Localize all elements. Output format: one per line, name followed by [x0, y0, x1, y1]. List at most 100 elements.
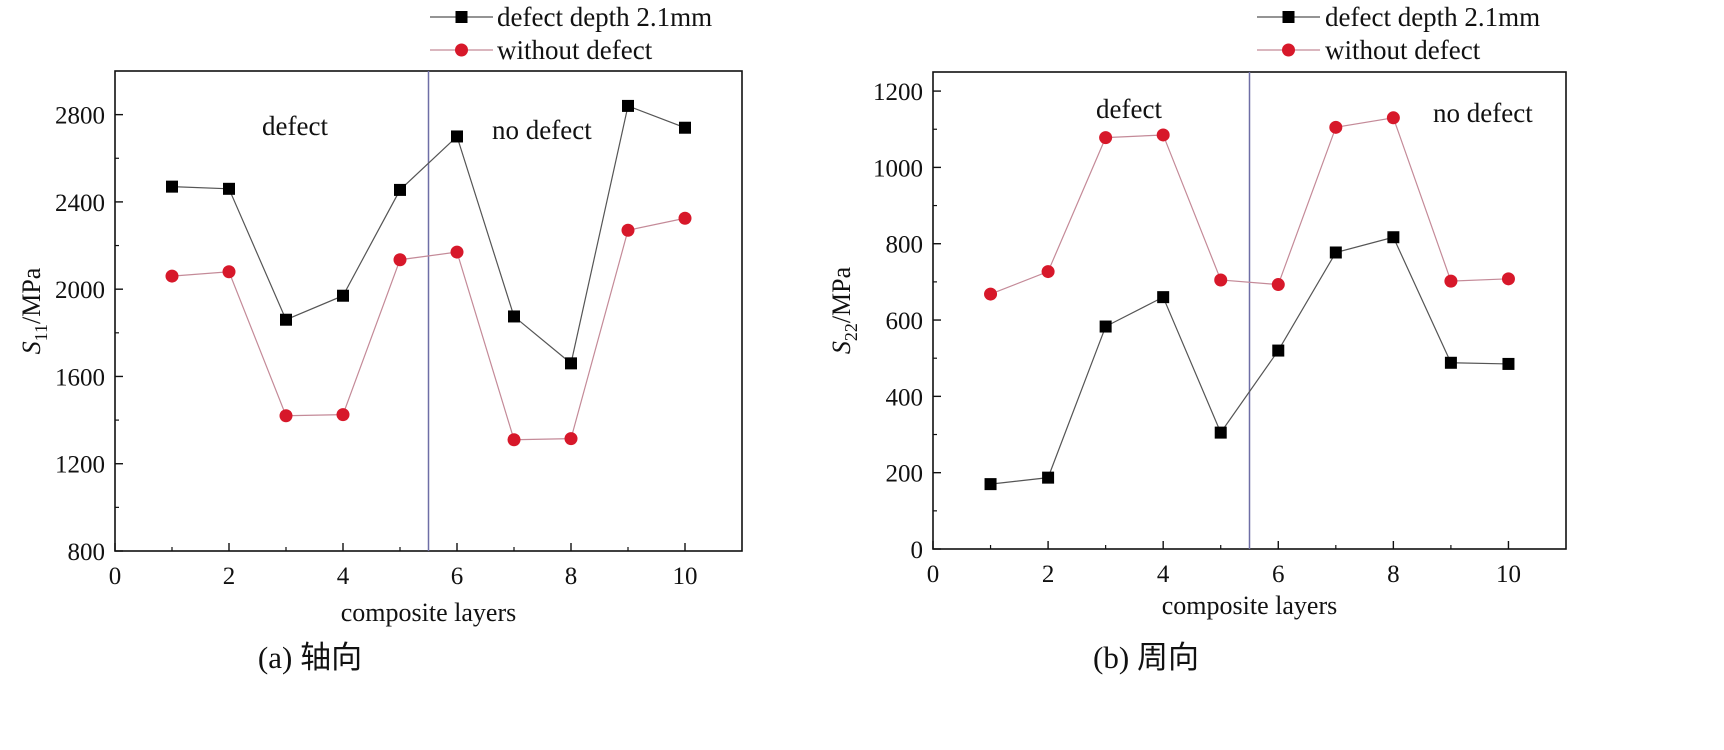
data-point-circle	[1041, 265, 1055, 279]
legend-marker-square	[1282, 11, 1295, 23]
panel-caption: (b) 周向	[1093, 640, 1199, 675]
legend-marker-circle	[1282, 43, 1295, 57]
y-axis-label-symbol: S	[827, 341, 856, 354]
y-tick-label: 1200	[873, 79, 923, 106]
series-without-defect	[984, 111, 1515, 301]
data-point-circle	[165, 269, 179, 283]
data-point-square	[1387, 231, 1400, 244]
chart-panel-b: 0 200 400 600 800 1000 1200 0 2 4 6 8 10 defect no def…	[827, 2, 1567, 675]
data-point-square	[451, 130, 463, 143]
legend-entry: defect depth 2.1mm	[1257, 2, 1540, 32]
y-tick-label: 2000	[55, 277, 105, 304]
legend-entry: defect depth 2.1mm	[430, 2, 712, 32]
y-tick-label: 2400	[55, 190, 105, 217]
legend-marker-circle	[455, 43, 468, 57]
data-point-square	[1214, 426, 1227, 439]
data-point-square	[1099, 320, 1112, 333]
data-point-square	[223, 182, 235, 195]
y-axis-label-subscript: 11	[31, 324, 51, 341]
x-tick-label: 2	[223, 563, 236, 590]
y-axis-label-subscript: 22	[841, 323, 861, 341]
y-tick-label: 800	[68, 539, 106, 566]
data-point-circle	[678, 211, 692, 225]
chart-panel-a: 800 1200 1600 2000 2400 2800 0 2 4 6 8 10 defect no d…	[17, 2, 743, 675]
x-tick-label: 8	[1387, 561, 1400, 588]
data-point-circle	[1501, 272, 1515, 286]
data-point-circle	[1329, 120, 1343, 134]
legend-label: defect depth 2.1mm	[497, 2, 712, 32]
y-axis-label-unit: /MPa	[17, 267, 46, 324]
data-point-circle	[1386, 111, 1400, 125]
y-axis-label: S11/MPa	[17, 267, 51, 354]
series-defect-depth	[984, 231, 1515, 491]
series-line	[171, 217, 686, 441]
x-axis-label: composite layers	[341, 598, 516, 627]
data-point-square	[1042, 471, 1055, 484]
x-tick-label: 6	[451, 563, 464, 590]
y-axis-label-unit: /MPa	[827, 266, 856, 323]
data-point-square	[679, 121, 691, 134]
data-point-circle	[279, 409, 293, 423]
series-line	[990, 236, 1509, 485]
region-label-defect: defect	[262, 111, 328, 141]
legend-label: defect depth 2.1mm	[1325, 2, 1540, 32]
data-point-circle	[621, 223, 635, 237]
x-tick-label: 4	[337, 563, 350, 590]
data-point-square	[622, 99, 634, 112]
x-axis-label: composite layers	[1162, 591, 1337, 620]
data-point-circle	[222, 265, 236, 279]
y-tick-label: 200	[886, 461, 924, 488]
x-tick-label: 10	[673, 563, 698, 590]
y-tick-label: 2800	[55, 103, 105, 130]
data-point-square	[508, 310, 520, 323]
panel-caption: (a) 轴向	[258, 640, 362, 675]
y-axis-label-symbol: S	[17, 341, 46, 354]
x-tick-label: 8	[565, 563, 578, 590]
data-point-square	[1272, 344, 1285, 357]
region-label-no-defect: no defect	[492, 115, 592, 145]
series-line	[171, 105, 686, 365]
region-label-no-defect: no defect	[1433, 98, 1533, 128]
data-point-circle	[1099, 131, 1113, 145]
data-point-circle	[984, 287, 998, 301]
region-label-defect: defect	[1096, 94, 1162, 124]
data-point-square	[166, 180, 178, 193]
y-axis-label: S22/MPa	[827, 266, 861, 354]
x-tick-label: 0	[109, 563, 122, 590]
legend-entry: without defect	[1257, 35, 1481, 65]
data-point-circle	[564, 432, 578, 446]
y-tick-label: 1200	[55, 452, 105, 479]
data-point-circle	[450, 245, 464, 259]
data-point-circle	[393, 253, 407, 267]
data-point-square	[1329, 246, 1342, 259]
series-line	[990, 117, 1509, 295]
x-tick-label: 0	[927, 561, 940, 588]
y-tick-label: 600	[886, 308, 924, 335]
data-point-square	[1444, 356, 1457, 369]
data-point-circle	[507, 433, 521, 447]
data-point-square	[280, 313, 292, 326]
data-point-square	[1502, 357, 1515, 370]
legend-label: without defect	[497, 35, 653, 65]
legend-label: without defect	[1325, 35, 1481, 65]
y-tick-label: 800	[886, 232, 924, 259]
data-point-circle	[1156, 128, 1170, 142]
data-point-circle	[336, 408, 350, 422]
legend-marker-square	[455, 11, 468, 23]
series-defect-depth	[166, 99, 691, 370]
y-tick-label: 1000	[873, 155, 923, 182]
legend-entry: without defect	[430, 35, 653, 65]
x-tick-label: 2	[1042, 561, 1055, 588]
x-tick-label: 4	[1157, 561, 1170, 588]
series-without-defect	[165, 211, 692, 447]
data-point-circle	[1444, 274, 1458, 288]
data-point-square	[337, 289, 349, 302]
y-tick-label: 400	[886, 384, 924, 411]
data-point-square	[565, 357, 577, 370]
data-point-circle	[1214, 273, 1228, 287]
y-tick-label: 1600	[55, 364, 105, 391]
y-tick-label: 0	[911, 537, 924, 564]
data-point-square	[394, 183, 406, 196]
data-point-circle	[1271, 278, 1285, 292]
